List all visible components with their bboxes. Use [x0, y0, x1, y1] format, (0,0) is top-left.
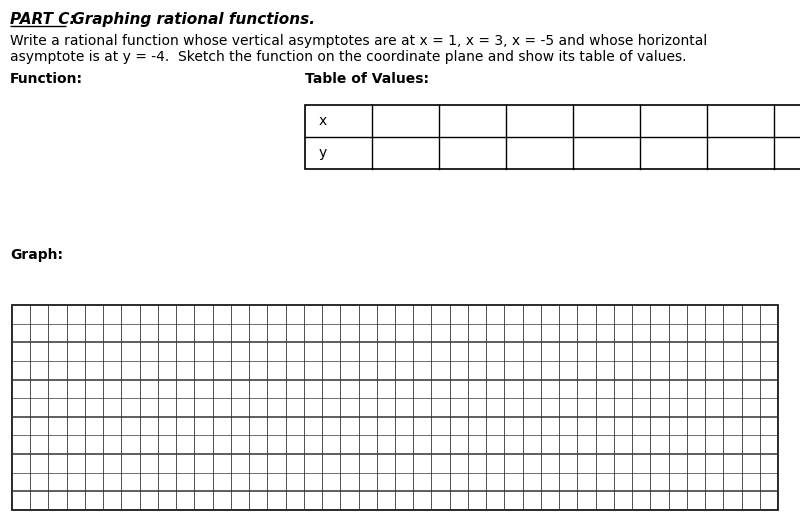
Text: Graph:: Graph: [10, 248, 63, 262]
Bar [12, 305, 778, 510]
Bar [305, 105, 800, 169]
Text: y: y [319, 146, 327, 160]
Text: asymptote is at y = -4.  Sketch the function on the coordinate plane and show it: asymptote is at y = -4. Sketch the funct… [10, 50, 686, 64]
Text: x: x [319, 114, 327, 128]
Text: Write a rational function whose vertical asymptotes are at x = 1, x = 3, x = -5 : Write a rational function whose vertical… [10, 34, 707, 48]
Text: Function:: Function: [10, 72, 83, 86]
Text: Graphing rational functions.: Graphing rational functions. [67, 12, 315, 27]
Text: Table of Values:: Table of Values: [305, 72, 429, 86]
Text: PART C:: PART C: [10, 12, 76, 27]
